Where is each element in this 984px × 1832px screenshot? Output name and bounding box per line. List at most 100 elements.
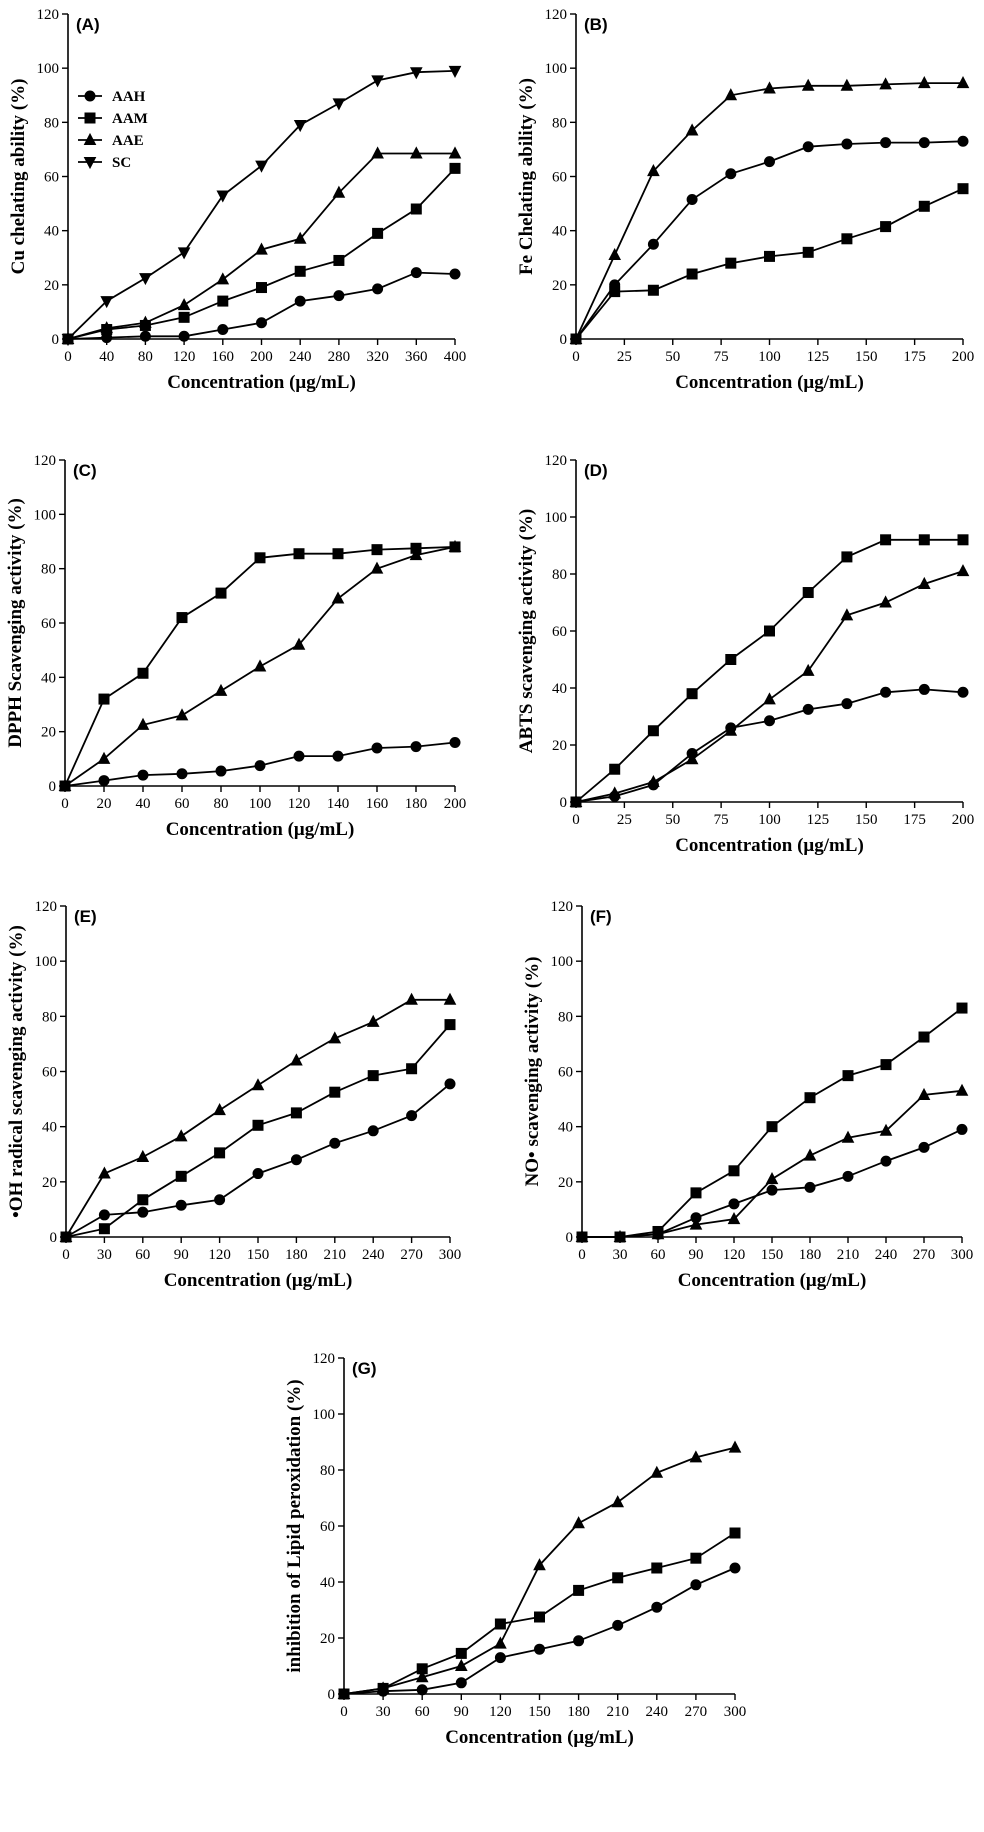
data-point (98, 693, 110, 705)
x-tick-label: 280 (328, 349, 351, 365)
data-point (252, 1168, 264, 1180)
data-point (406, 1110, 418, 1122)
y-tick-label: 40 (41, 670, 56, 686)
data-point (724, 88, 738, 101)
data-point (216, 190, 230, 203)
data-point (98, 1209, 110, 1221)
data-point (841, 1130, 855, 1143)
series-aah (62, 267, 461, 345)
data-point (728, 1440, 742, 1453)
legend-label: AAH (112, 89, 146, 105)
data-point (842, 1070, 854, 1082)
data-point (175, 708, 189, 721)
x-tick-label: 25 (617, 812, 632, 828)
x-tick-label: 0 (572, 349, 580, 365)
data-point (337, 1686, 351, 1699)
data-point (534, 1643, 545, 1655)
data-point (449, 162, 461, 174)
y-tick-label: 120 (34, 453, 57, 469)
data-point (801, 78, 815, 91)
x-tick-label: 100 (249, 796, 272, 812)
data-point (409, 146, 423, 159)
data-point (444, 1078, 456, 1090)
panel-label: (E) (74, 907, 97, 926)
x-tick-label: 20 (97, 796, 112, 812)
panel-f: 0 20 40 60 80 100 120 0 30 60 90 120 150 180 210 240 270… (522, 899, 973, 1291)
data-point (59, 1229, 73, 1242)
data-point (727, 1211, 741, 1225)
x-tick-label: 80 (214, 796, 229, 812)
data-point (725, 257, 737, 269)
x-tick-label: 100 (758, 812, 781, 828)
data-point (448, 65, 462, 78)
x-tick-label: 300 (439, 1247, 462, 1263)
data-point (802, 141, 814, 153)
x-tick-label: 0 (61, 796, 69, 812)
x-tick-label: 320 (366, 349, 389, 365)
data-point (690, 1552, 702, 1564)
data-point (443, 992, 457, 1005)
y-tick-label: 100 (34, 507, 57, 523)
y-tick-label: 60 (552, 170, 567, 186)
y-tick-label: 120 (313, 1351, 336, 1367)
y-axis-title: •OH radical scavenging activity (%) (6, 925, 27, 1218)
data-point (136, 717, 150, 730)
data-point (410, 267, 422, 279)
y-tick-label: 100 (545, 61, 568, 77)
data-point (611, 1495, 625, 1508)
data-point (609, 763, 621, 775)
panel-c: 0 20 40 60 80 100 120 0 20 40 60 80 100 120 140 160 180 2… (5, 453, 466, 840)
y-tick-label: 0 (560, 332, 568, 348)
data-point (533, 1558, 546, 1571)
series-aah (59, 737, 461, 792)
y-tick-label: 60 (558, 1065, 573, 1081)
x-tick-label: 60 (415, 1704, 430, 1720)
data-point (685, 752, 699, 765)
data-point (651, 1562, 663, 1574)
series-line (575, 140, 964, 340)
data-point (686, 688, 698, 700)
legend-label: SC (112, 155, 131, 171)
data-point (765, 1171, 779, 1185)
x-tick-label: 90 (174, 1247, 189, 1263)
data-point (405, 992, 418, 1005)
y-axis-title: ABTS scavenging activity (%) (516, 509, 537, 753)
data-point (608, 247, 622, 261)
data-point (880, 221, 892, 233)
y-tick-label: 60 (44, 170, 59, 186)
data-point (455, 1647, 467, 1659)
legend: AAH AAM AAE SC (78, 89, 148, 171)
x-tick-label: 50 (665, 812, 680, 828)
x-tick-label: 0 (64, 349, 72, 365)
y-tick-label: 0 (566, 1230, 574, 1246)
data-point (647, 164, 660, 177)
data-point (332, 98, 346, 111)
series-line (575, 538, 963, 803)
x-axis-title: Concentration (μg/mL) (166, 819, 355, 840)
x-tick-label: 240 (875, 1247, 898, 1263)
data-point (841, 551, 853, 563)
y-tick-label: 120 (551, 899, 574, 915)
data-point (139, 315, 152, 328)
x-tick-label: 180 (567, 1704, 590, 1720)
data-point (841, 138, 853, 150)
series-aah (570, 135, 969, 345)
x-tick-label: 100 (758, 349, 781, 365)
data-point (370, 561, 384, 574)
x-tick-label: 120 (208, 1247, 231, 1263)
data-point (217, 324, 229, 336)
data-point (371, 544, 383, 556)
x-tick-label: 210 (324, 1247, 347, 1263)
data-point (569, 331, 583, 344)
data-point (650, 1465, 664, 1478)
data-point (98, 775, 110, 787)
data-point (98, 1166, 111, 1179)
panel-label: (A) (76, 15, 100, 34)
data-point (454, 1658, 468, 1671)
x-tick-label: 120 (288, 796, 311, 812)
x-axis-title: Concentration (μg/mL) (678, 1270, 867, 1291)
data-point (494, 1652, 506, 1664)
y-tick-label: 60 (552, 624, 567, 640)
data-point (575, 1229, 589, 1242)
data-point (686, 194, 698, 206)
